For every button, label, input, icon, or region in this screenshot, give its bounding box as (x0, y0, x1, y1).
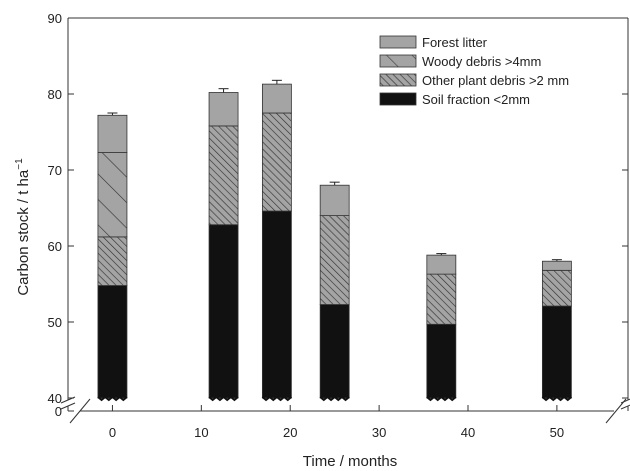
y-tick-label: 40 (48, 391, 62, 406)
x-tick-label: 40 (461, 425, 475, 440)
bar-segment-other-plant-debris-2-mm (319, 215, 350, 305)
x-tick-label: 30 (372, 425, 386, 440)
y-tick-label: 60 (48, 239, 62, 254)
legend-swatch (379, 73, 417, 87)
bar-segment-soil-fraction-2mm (319, 304, 350, 399)
bar-break-zigzag (261, 395, 293, 402)
bar-segment-other-plant-debris-2-mm (426, 273, 457, 325)
x-tick-label: 20 (283, 425, 297, 440)
plot-frame (60, 17, 630, 424)
legend-swatch (379, 92, 417, 106)
x-axis-break-mark (69, 398, 91, 424)
bar-segment-forest-litter (208, 92, 239, 127)
bar-segment-woody-debris-4mm (97, 152, 128, 238)
y-tick-label: 90 (48, 11, 62, 26)
bar-segment-soil-fraction-2mm (261, 210, 292, 399)
bar-break-zigzag (426, 395, 457, 402)
right-axis-break-mark (620, 404, 630, 410)
bar-segment-forest-litter (97, 114, 128, 153)
bar-break-zigzag (319, 395, 350, 402)
bar-segment-forest-litter (541, 260, 572, 271)
bar-break-zigzag (97, 395, 128, 402)
y-tick-label: 80 (48, 87, 62, 102)
bar-segment-soil-fraction-2mm (208, 224, 239, 399)
y-axis: 40 50 60 70 80 90 0 (48, 11, 628, 419)
legend-swatch (379, 35, 417, 49)
bar-segment-other-plant-debris-2-mm (97, 236, 128, 286)
bar-break-zigzag (541, 395, 573, 402)
legend-label: Soil fraction <2mm (422, 92, 530, 107)
bar-segment-soil-fraction-2mm (426, 323, 457, 399)
bar-segment-soil-fraction-2mm (97, 285, 128, 399)
x-axis: 0 10 20 30 40 50 (109, 405, 564, 440)
bar-segment-other-plant-debris-2-mm (208, 125, 239, 226)
x-axis-break-mark (605, 398, 627, 424)
y-tick-label: 50 (48, 315, 62, 330)
x-tick-label: 50 (550, 425, 564, 440)
bar-segment-other-plant-debris-2-mm (261, 112, 292, 212)
y-tick-label: 0 (55, 404, 62, 419)
y-axis-break-mark (60, 402, 76, 410)
bar-segment-soil-fraction-2mm (541, 305, 572, 399)
bars-layer (97, 79, 573, 402)
y-tick-label: 70 (48, 163, 62, 178)
y-axis-title: Carbon stock / t ha−1 (14, 158, 32, 296)
bar-segment-forest-litter (261, 83, 292, 114)
bar-break-zigzag (208, 395, 239, 402)
legend: Forest litter Woody debris >4mm Other plan… (379, 35, 569, 107)
bar-segment-forest-litter (319, 184, 350, 216)
x-tick-label: 10 (194, 425, 208, 440)
x-tick-label: 0 (109, 425, 116, 440)
bar-segment-other-plant-debris-2-mm (541, 269, 572, 307)
y-axis-title-text: Carbon stock / t ha (15, 169, 32, 296)
y-axis-title-superscript: −1 (14, 158, 25, 170)
legend-label: Other plant debris >2 mm (422, 73, 569, 88)
legend-label: Woody debris >4mm (422, 54, 541, 69)
bar-segment-forest-litter (426, 254, 457, 275)
legend-swatch (379, 54, 417, 68)
x-axis-title: Time / months (303, 453, 397, 470)
legend-label: Forest litter (422, 35, 488, 50)
